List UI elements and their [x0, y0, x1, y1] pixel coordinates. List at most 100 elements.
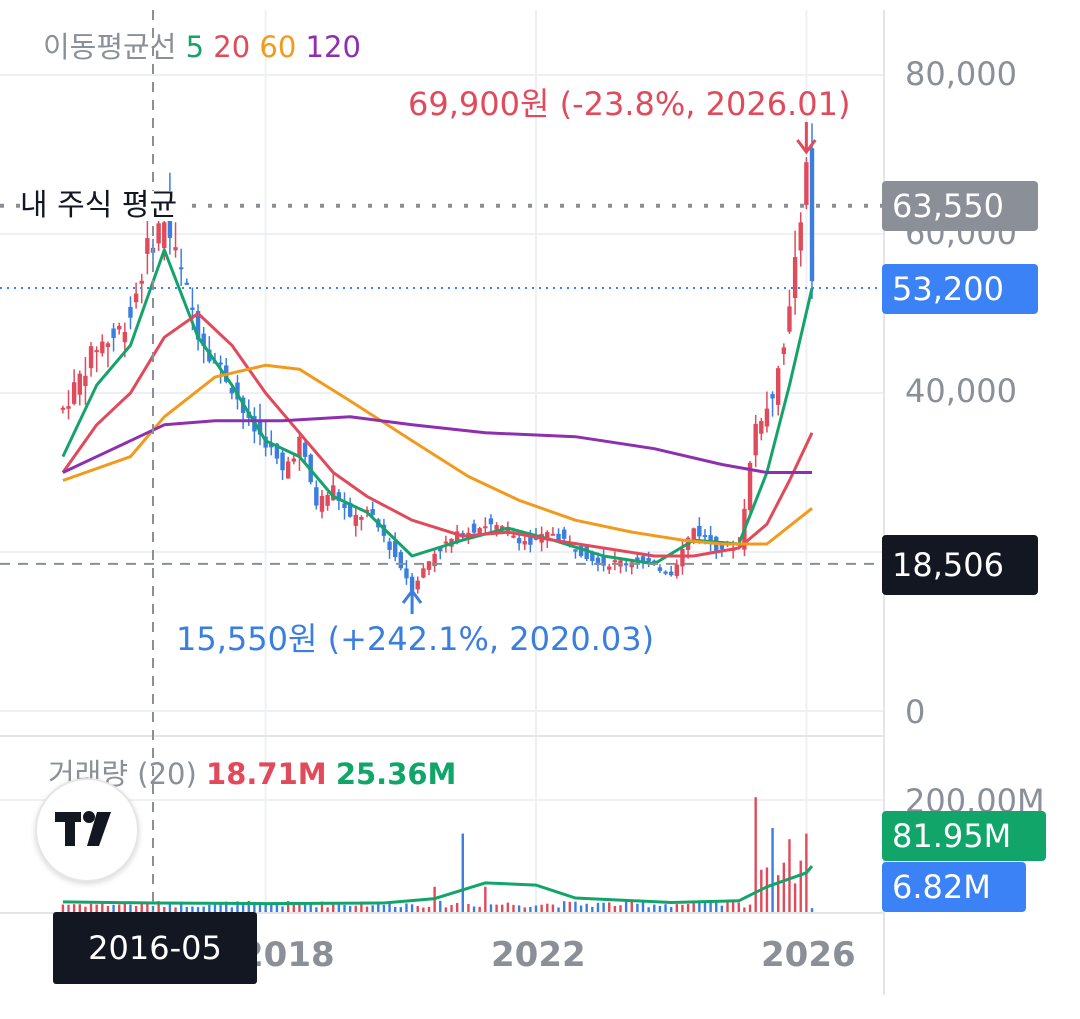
candle-body	[229, 387, 235, 394]
candle-body	[201, 333, 206, 347]
candle-body	[347, 502, 353, 517]
candle-body	[652, 560, 657, 563]
volume-bar	[157, 901, 160, 912]
candle-body	[776, 368, 781, 405]
tradingview-logo[interactable]	[35, 778, 139, 882]
volume-ma-line	[62, 865, 814, 906]
candle-body	[156, 223, 161, 244]
candle-body	[483, 526, 488, 529]
volume-bar	[348, 906, 352, 912]
candle-body	[781, 347, 787, 355]
price-tick: 40,000	[905, 372, 1017, 410]
candle-body	[269, 442, 274, 448]
volume-bar	[602, 902, 605, 912]
volume-bar	[382, 904, 386, 912]
candle-body	[297, 436, 302, 458]
volume-bar	[810, 908, 814, 912]
candle-body	[528, 537, 533, 545]
volume-bar	[664, 904, 667, 912]
volume-bar	[151, 906, 155, 912]
volume-bar	[422, 907, 425, 912]
candle-body	[522, 541, 527, 545]
candle-body	[173, 247, 178, 251]
volume-bar	[179, 901, 183, 912]
tradingview-icon	[55, 811, 111, 846]
volume-bar	[641, 902, 645, 912]
candle-body	[595, 557, 601, 565]
candle-body	[370, 509, 375, 515]
volume-bar	[163, 906, 166, 912]
volume-bar	[692, 903, 695, 912]
candle-body	[787, 306, 792, 332]
candle-body	[302, 442, 308, 457]
volume-bar	[568, 901, 572, 912]
volume-bar	[129, 904, 132, 912]
volume-bar	[709, 902, 712, 912]
volume-bar	[512, 904, 515, 912]
volume-bar	[275, 904, 279, 912]
volume-bar	[461, 833, 464, 912]
candle-body	[747, 462, 753, 511]
candle-body	[792, 257, 798, 299]
candle-body	[342, 503, 347, 509]
volume-bar	[140, 901, 143, 912]
volume-bar	[455, 902, 459, 912]
volume-bar	[777, 875, 780, 912]
volume-bar	[241, 903, 245, 912]
volume-bar	[608, 902, 611, 912]
volume-bar	[636, 903, 639, 912]
candle-body	[133, 293, 139, 303]
volume-bar	[89, 903, 93, 912]
candle-body	[218, 362, 223, 365]
candle-body	[454, 531, 460, 543]
volume-bar	[501, 904, 504, 912]
volume-legend-down: 18.71M	[206, 757, 327, 791]
candle-body	[409, 576, 415, 591]
volume-bar	[788, 839, 791, 912]
volume-bar	[219, 902, 222, 912]
candle-body	[235, 382, 240, 400]
volume-bar	[230, 907, 234, 912]
candle-body	[708, 535, 713, 545]
volume-bar	[658, 905, 662, 912]
volume-bar	[84, 906, 87, 912]
candle-body	[657, 567, 663, 571]
candle-body	[646, 557, 651, 562]
candle-body	[184, 282, 189, 285]
ma-line-60	[62, 363, 813, 546]
candle-body	[719, 541, 725, 550]
price-tick: 0	[905, 693, 926, 731]
volume-bar	[613, 905, 617, 912]
volume-bar	[489, 904, 493, 912]
volume-bar	[444, 907, 448, 912]
volume-bar	[270, 904, 273, 912]
volume-bar	[771, 828, 774, 912]
volume-bar	[720, 905, 724, 912]
volume-bar	[253, 902, 256, 912]
candle-body	[500, 526, 505, 529]
candle-body	[697, 525, 702, 537]
volume-bar	[579, 905, 583, 912]
volume-bar	[78, 904, 81, 912]
volume-bar	[388, 902, 391, 912]
volume-bar	[191, 906, 194, 912]
ma-legend: 이동평균선 5 20 60 120	[43, 33, 361, 62]
candle-body	[601, 555, 606, 566]
volume-bar	[731, 902, 735, 912]
volume-bar	[309, 904, 312, 912]
volume-bar	[393, 906, 397, 912]
volume-bar	[106, 905, 110, 912]
volume-bar	[72, 904, 76, 912]
candle-body	[471, 523, 477, 533]
volume-bar	[264, 903, 267, 912]
volume-bar	[726, 902, 729, 912]
candle-body	[533, 537, 539, 540]
candle-body	[494, 525, 499, 530]
volume-bar	[365, 906, 369, 912]
candle-body	[257, 420, 263, 435]
volume-bar	[782, 862, 786, 912]
volume-bar	[793, 883, 797, 912]
candle-body	[404, 568, 409, 579]
volume-bar	[551, 904, 555, 912]
candle-body	[680, 549, 685, 567]
